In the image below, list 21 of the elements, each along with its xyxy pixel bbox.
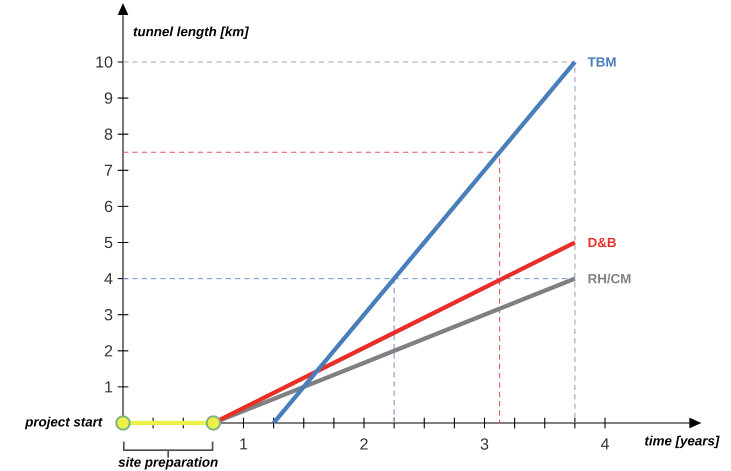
- text: site preparation: [118, 457, 218, 470]
- y-tick-label: 10: [96, 56, 112, 68]
- y-tick-label: 2: [104, 345, 112, 356]
- y-tick-label: 4: [104, 273, 112, 284]
- y-tick-label: 9: [104, 92, 112, 104]
- y-tick-label: 8: [104, 128, 112, 140]
- y-tick-label: 6: [104, 200, 112, 212]
- x-axis-title: time [years]: [645, 436, 720, 448]
- x-tick-label: 4: [600, 438, 609, 450]
- annotation: project start: [24, 416, 103, 430]
- y-tick-label: 5: [104, 236, 112, 248]
- series-label: RH/CM: [588, 274, 630, 284]
- y-axis-title: tunnel length [km]: [134, 26, 249, 39]
- series-label: TBM: [588, 57, 616, 67]
- series-label: D&B: [588, 238, 616, 248]
- x-tick-label: 2: [360, 438, 368, 450]
- y-tick-label: 1: [105, 381, 112, 392]
- x-tick-label: 3: [480, 438, 488, 450]
- y-tick-label: 7: [104, 164, 112, 176]
- x-tick-label: 1: [240, 438, 248, 450]
- y-tick-label: 3: [104, 309, 112, 320]
